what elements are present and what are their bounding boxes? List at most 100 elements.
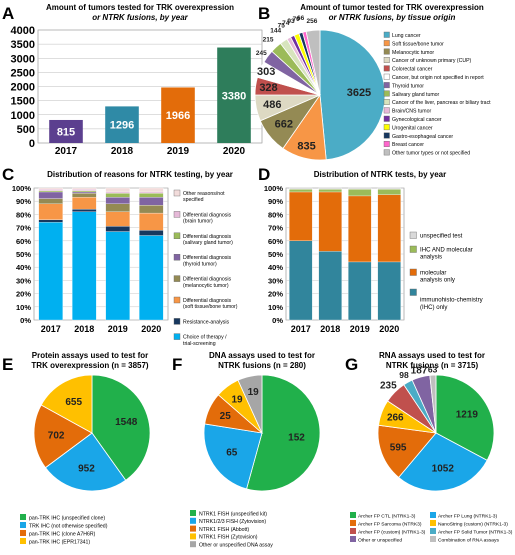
pie-value-label: 1052 bbox=[432, 463, 455, 474]
legend-swatch bbox=[383, 31, 390, 38]
legend-entry: Other or unspecified DNA assay bbox=[199, 543, 273, 549]
y-tick-label: 90% bbox=[268, 197, 283, 206]
panel-b-title-line-2: or NTRK fusions, by tissue origin bbox=[329, 13, 456, 22]
legend-entry: pan-TRK IHC (unspecified clone) bbox=[29, 515, 105, 521]
pie-value-label: 215 bbox=[263, 37, 274, 44]
bar-segment bbox=[348, 187, 372, 190]
bar-segment bbox=[38, 222, 63, 321]
legend-swatch bbox=[173, 189, 181, 197]
panel-letter-g: G bbox=[345, 355, 358, 374]
bar bbox=[105, 106, 139, 143]
y-tick-label: 60% bbox=[268, 237, 283, 246]
y-tick-label: 80% bbox=[16, 210, 31, 219]
legend-entry: Combination of RNA assays bbox=[438, 537, 499, 543]
y-tick-label: 4000 bbox=[11, 25, 35, 37]
legend-entry: Melanocytic tumor bbox=[392, 50, 434, 56]
pie-value-label: 93 bbox=[287, 18, 295, 25]
legend-entry: Differential diagnosis (salivary gland tu… bbox=[183, 234, 233, 246]
bar-segment bbox=[318, 251, 342, 321]
legend-swatch bbox=[350, 536, 356, 542]
legend-swatch bbox=[173, 333, 181, 340]
bar-segment bbox=[72, 189, 97, 191]
bar-segment bbox=[318, 191, 342, 252]
legend-swatch bbox=[20, 538, 26, 544]
legend-swatch bbox=[430, 528, 436, 534]
y-tick-label: 90% bbox=[16, 197, 31, 206]
bar bbox=[49, 119, 83, 143]
bar-segment bbox=[348, 261, 372, 321]
legend-swatch bbox=[173, 296, 181, 304]
legend-entry: immunohisto-chemistry (IHC) only bbox=[420, 297, 484, 311]
bar-segment bbox=[318, 187, 342, 190]
y-tick-label: 0 bbox=[29, 138, 35, 150]
legend-swatch bbox=[20, 530, 26, 536]
y-tick-label: 0% bbox=[20, 316, 31, 325]
x-tick-label: 2019 bbox=[167, 146, 190, 157]
bar-segment bbox=[139, 205, 164, 214]
bar-segment bbox=[72, 191, 97, 194]
legend-entry: Other tumor types or not specified bbox=[392, 151, 470, 157]
pie-value-label: 98 bbox=[399, 370, 409, 380]
pie-value-label: 66 bbox=[297, 15, 305, 22]
pie-value-label: 65 bbox=[226, 447, 238, 458]
legend-swatch bbox=[190, 533, 196, 540]
bar-segment bbox=[377, 194, 401, 263]
y-tick-label: 100% bbox=[12, 184, 32, 193]
legend-swatch bbox=[430, 536, 436, 542]
pie-value-label: 595 bbox=[390, 443, 407, 454]
legend-entry: NTRK1 FISH (Abbott) bbox=[199, 527, 249, 533]
bar-segment bbox=[72, 211, 97, 321]
legend-entry: Lung cancer bbox=[392, 33, 421, 39]
x-tick-label: 2018 bbox=[320, 324, 340, 334]
legend-entry: Cancer of the liver, pancreas or biliary… bbox=[392, 100, 491, 106]
bar-segment bbox=[38, 203, 63, 220]
pie-value-label: 235 bbox=[380, 381, 397, 392]
y-tick-label: 20% bbox=[16, 290, 31, 299]
bar-segment bbox=[38, 189, 63, 191]
y-tick-label: 1500 bbox=[11, 96, 35, 108]
y-tick-label: 70% bbox=[268, 224, 283, 233]
legend-swatch bbox=[430, 520, 436, 526]
legend-swatch bbox=[383, 65, 390, 72]
legend-entry: Other or unspecified bbox=[358, 537, 402, 543]
pie-value-label: 144 bbox=[270, 27, 281, 34]
legend-entry: pan-TRK IHC (clone A7H6R) bbox=[29, 531, 96, 537]
bar-segment bbox=[72, 187, 97, 190]
panel-g-title-line-2: NTRK fusions (n = 3715) bbox=[386, 361, 479, 370]
legend-entry: Gynecological cancer bbox=[392, 117, 442, 123]
pie-value-label: 25 bbox=[220, 411, 232, 422]
pie-slice bbox=[203, 423, 263, 490]
bar-segment bbox=[377, 189, 401, 195]
y-tick-label: 60% bbox=[16, 237, 31, 246]
pie-slice bbox=[91, 374, 151, 481]
bar-segment bbox=[289, 187, 313, 190]
bar-segment bbox=[105, 226, 130, 232]
bar-segment bbox=[348, 195, 372, 263]
legend-swatch bbox=[173, 253, 181, 261]
y-tick-label: 3500 bbox=[11, 39, 35, 51]
bar-segment bbox=[289, 240, 313, 321]
x-tick-label: 2020 bbox=[379, 324, 399, 334]
legend-entry: Gastro-esophageal cancer bbox=[392, 134, 453, 140]
legend-entry: Urogenital cancer bbox=[392, 125, 433, 131]
y-tick-label: 1000 bbox=[11, 110, 35, 122]
legend-entry: Colorectal cancer bbox=[392, 67, 433, 73]
legend-entry: Archer FP Sarcoma (NTRK3) bbox=[358, 521, 422, 527]
legend-entry: Archer FP CTL (NTRK1-3) bbox=[358, 513, 416, 519]
panel-a-title-line-1: Amount of tumors tested for TRK overexpr… bbox=[46, 3, 234, 12]
panel-a-title-line-2: or NTRK fusions, by year bbox=[92, 13, 188, 22]
legend-entry: Thyroid tumor bbox=[392, 83, 424, 89]
legend-entry: Salivary gland tumor bbox=[392, 92, 440, 98]
y-tick-label: 50% bbox=[16, 250, 31, 259]
pie-value-label: 266 bbox=[387, 413, 404, 424]
x-tick-label: 2018 bbox=[74, 324, 94, 334]
y-tick-label: 50% bbox=[268, 250, 283, 259]
pie-slice bbox=[435, 374, 495, 461]
legend-swatch bbox=[173, 318, 181, 325]
x-tick-label: 2017 bbox=[41, 324, 61, 334]
legend-entry: Archer FP Solid Tumor (NTRK1-3) bbox=[438, 529, 513, 535]
legend-swatch bbox=[173, 232, 181, 240]
